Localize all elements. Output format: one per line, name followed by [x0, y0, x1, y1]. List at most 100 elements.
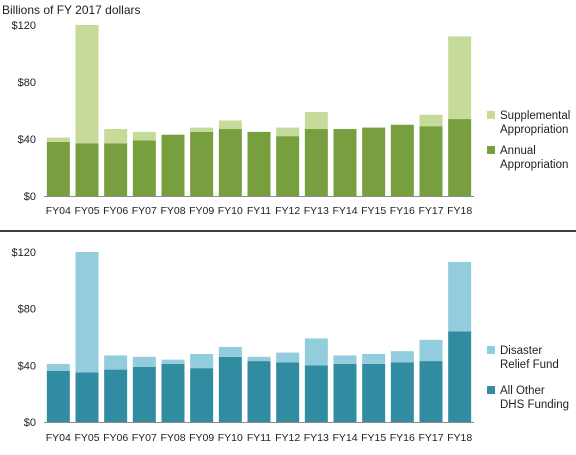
- top-x-tick-label: FY15: [361, 205, 386, 217]
- top-bar-supplemental-appropriation-fy05: [75, 25, 99, 144]
- bottom-x-tick-label: FY08: [160, 432, 185, 444]
- bottom-bar-disaster-relief-fund-fy08: [161, 359, 185, 364]
- top-legend-label: Appropriation: [500, 159, 568, 171]
- top-bar-supplemental-appropriation-fy09: [190, 127, 214, 132]
- bottom-panel-chart: $0 $40 $80 $120 FY04 FY05 FY06 FY07 FY08 FY09 FY10…: [12, 247, 570, 444]
- top-y-tick-label: $40: [18, 134, 36, 146]
- top-x-tick-label: FY08: [160, 205, 185, 217]
- top-bar-annual-appropriation-fy14: [333, 129, 357, 196]
- bottom-y-tick-label: $0: [24, 417, 36, 429]
- bottom-x-tick-label: FY04: [46, 432, 71, 444]
- bottom-bar-disaster-relief-fund-fy04: [46, 363, 70, 371]
- bottom-bar-all-other-dhs-funding-fy06: [104, 369, 128, 422]
- top-x-tick-label: FY13: [304, 205, 329, 217]
- bottom-x-tick-label: FY09: [189, 432, 214, 444]
- bottom-bar-disaster-relief-fund-fy16: [390, 351, 414, 363]
- top-bar-annual-appropriation-fy16: [390, 124, 414, 196]
- bottom-bar-disaster-relief-fund-fy13: [304, 338, 328, 366]
- top-legend-label: Supplemental: [500, 110, 570, 122]
- top-bar-supplemental-appropriation-fy10: [218, 120, 242, 130]
- bottom-bar-all-other-dhs-funding-fy18: [448, 331, 472, 422]
- bottom-bar-all-other-dhs-funding-fy17: [419, 361, 443, 422]
- top-x-tick-label: FY05: [74, 205, 99, 217]
- bottom-bar-disaster-relief-fund-fy18: [448, 261, 472, 332]
- top-x-tick-label: FY16: [390, 205, 415, 217]
- bottom-legend-label: DHS Funding: [500, 399, 569, 411]
- top-bar-supplemental-appropriation-fy13: [304, 111, 328, 130]
- top-bar-supplemental-appropriation-fy17: [419, 114, 443, 127]
- bottom-bar-disaster-relief-fund-fy05: [75, 252, 99, 373]
- bottom-bar-all-other-dhs-funding-fy07: [132, 366, 156, 422]
- top-bar-annual-appropriation-fy06: [104, 143, 128, 196]
- top-bar-annual-appropriation-fy10: [218, 129, 242, 196]
- top-x-tick-label: FY11: [247, 205, 271, 217]
- bottom-bar-all-other-dhs-funding-fy04: [46, 371, 70, 422]
- top-legend-swatch: [487, 146, 495, 154]
- bottom-x-tick-label: FY12: [275, 432, 300, 444]
- bottom-x-tick-label: FY17: [418, 432, 443, 444]
- top-x-tick-label: FY07: [132, 205, 157, 217]
- bottom-bar-all-other-dhs-funding-fy12: [276, 362, 300, 422]
- unit-label: Billions of FY 2017 dollars: [2, 3, 141, 17]
- top-x-tick-label: FY04: [46, 205, 71, 217]
- top-legend-swatch: [487, 111, 495, 119]
- bottom-legend-swatch: [487, 346, 495, 354]
- bottom-bar-disaster-relief-fund-fy06: [104, 355, 128, 370]
- top-legend-label: Annual: [500, 145, 536, 157]
- top-y-tick-label: $0: [24, 191, 36, 203]
- bottom-x-tick-label: FY11: [247, 432, 271, 444]
- top-bar-annual-appropriation-fy11: [247, 131, 271, 196]
- bottom-legend-swatch: [487, 386, 495, 394]
- bottom-bar-disaster-relief-fund-fy17: [419, 339, 443, 362]
- bottom-x-tick-label: FY06: [103, 432, 128, 444]
- top-x-tick-label: FY10: [218, 205, 243, 217]
- bottom-y-tick-label: $40: [18, 360, 36, 372]
- bottom-bar-disaster-relief-fund-fy11: [247, 356, 271, 362]
- bottom-bar-all-other-dhs-funding-fy14: [333, 363, 357, 422]
- top-bar-annual-appropriation-fy18: [448, 119, 472, 196]
- top-x-tick-label: FY06: [103, 205, 128, 217]
- bottom-bar-all-other-dhs-funding-fy09: [190, 368, 214, 422]
- bottom-bar-disaster-relief-fund-fy09: [190, 354, 214, 369]
- bottom-x-tick-label: FY15: [361, 432, 386, 444]
- bottom-x-tick-label: FY10: [218, 432, 243, 444]
- top-x-tick-label: FY14: [332, 205, 357, 217]
- bottom-bar-all-other-dhs-funding-fy11: [247, 361, 271, 422]
- top-bar-supplemental-appropriation-fy04: [46, 137, 70, 142]
- bottom-x-tick-label: FY16: [390, 432, 415, 444]
- top-panel-chart: $0 $40 $80 $120 FY04 FY05 FY06 FY07 FY08 FY09 FY10…: [12, 20, 571, 217]
- bottom-bar-all-other-dhs-funding-fy13: [304, 365, 328, 422]
- bottom-legend-label: Relief Fund: [500, 359, 559, 371]
- bottom-x-tick-label: FY07: [132, 432, 157, 444]
- top-bar-annual-appropriation-fy17: [419, 126, 443, 196]
- bottom-bar-disaster-relief-fund-fy14: [333, 355, 357, 364]
- top-bar-annual-appropriation-fy08: [161, 134, 185, 196]
- bottom-x-tick-label: FY13: [304, 432, 329, 444]
- bottom-legend-label: All Other: [500, 385, 545, 397]
- top-x-tick-label: FY18: [447, 205, 472, 217]
- bottom-legend-label: Disaster: [500, 345, 542, 357]
- top-bar-annual-appropriation-fy04: [46, 141, 70, 196]
- top-bar-supplemental-appropriation-fy07: [132, 131, 156, 141]
- bottom-bar-all-other-dhs-funding-fy16: [390, 362, 414, 422]
- top-y-tick-label: $120: [12, 20, 36, 32]
- top-bar-annual-appropriation-fy15: [362, 127, 386, 196]
- top-x-tick-label: FY09: [189, 205, 214, 217]
- top-bar-supplemental-appropriation-fy18: [448, 36, 472, 120]
- top-legend-label: Appropriation: [500, 124, 568, 136]
- top-bar-annual-appropriation-fy12: [276, 136, 300, 196]
- top-bar-annual-appropriation-fy05: [75, 143, 99, 196]
- bottom-bar-all-other-dhs-funding-fy05: [75, 372, 99, 422]
- bottom-bar-disaster-relief-fund-fy12: [276, 352, 300, 363]
- bottom-bar-all-other-dhs-funding-fy10: [218, 356, 242, 422]
- top-bar-supplemental-appropriation-fy12: [276, 127, 300, 137]
- top-bar-annual-appropriation-fy09: [190, 131, 214, 196]
- bottom-bar-disaster-relief-fund-fy10: [218, 346, 242, 357]
- top-bar-annual-appropriation-fy13: [304, 129, 328, 196]
- bottom-bar-disaster-relief-fund-fy07: [132, 356, 156, 367]
- bottom-x-tick-label: FY05: [74, 432, 99, 444]
- bottom-y-tick-label: $80: [18, 304, 36, 316]
- bottom-bar-all-other-dhs-funding-fy15: [362, 363, 386, 422]
